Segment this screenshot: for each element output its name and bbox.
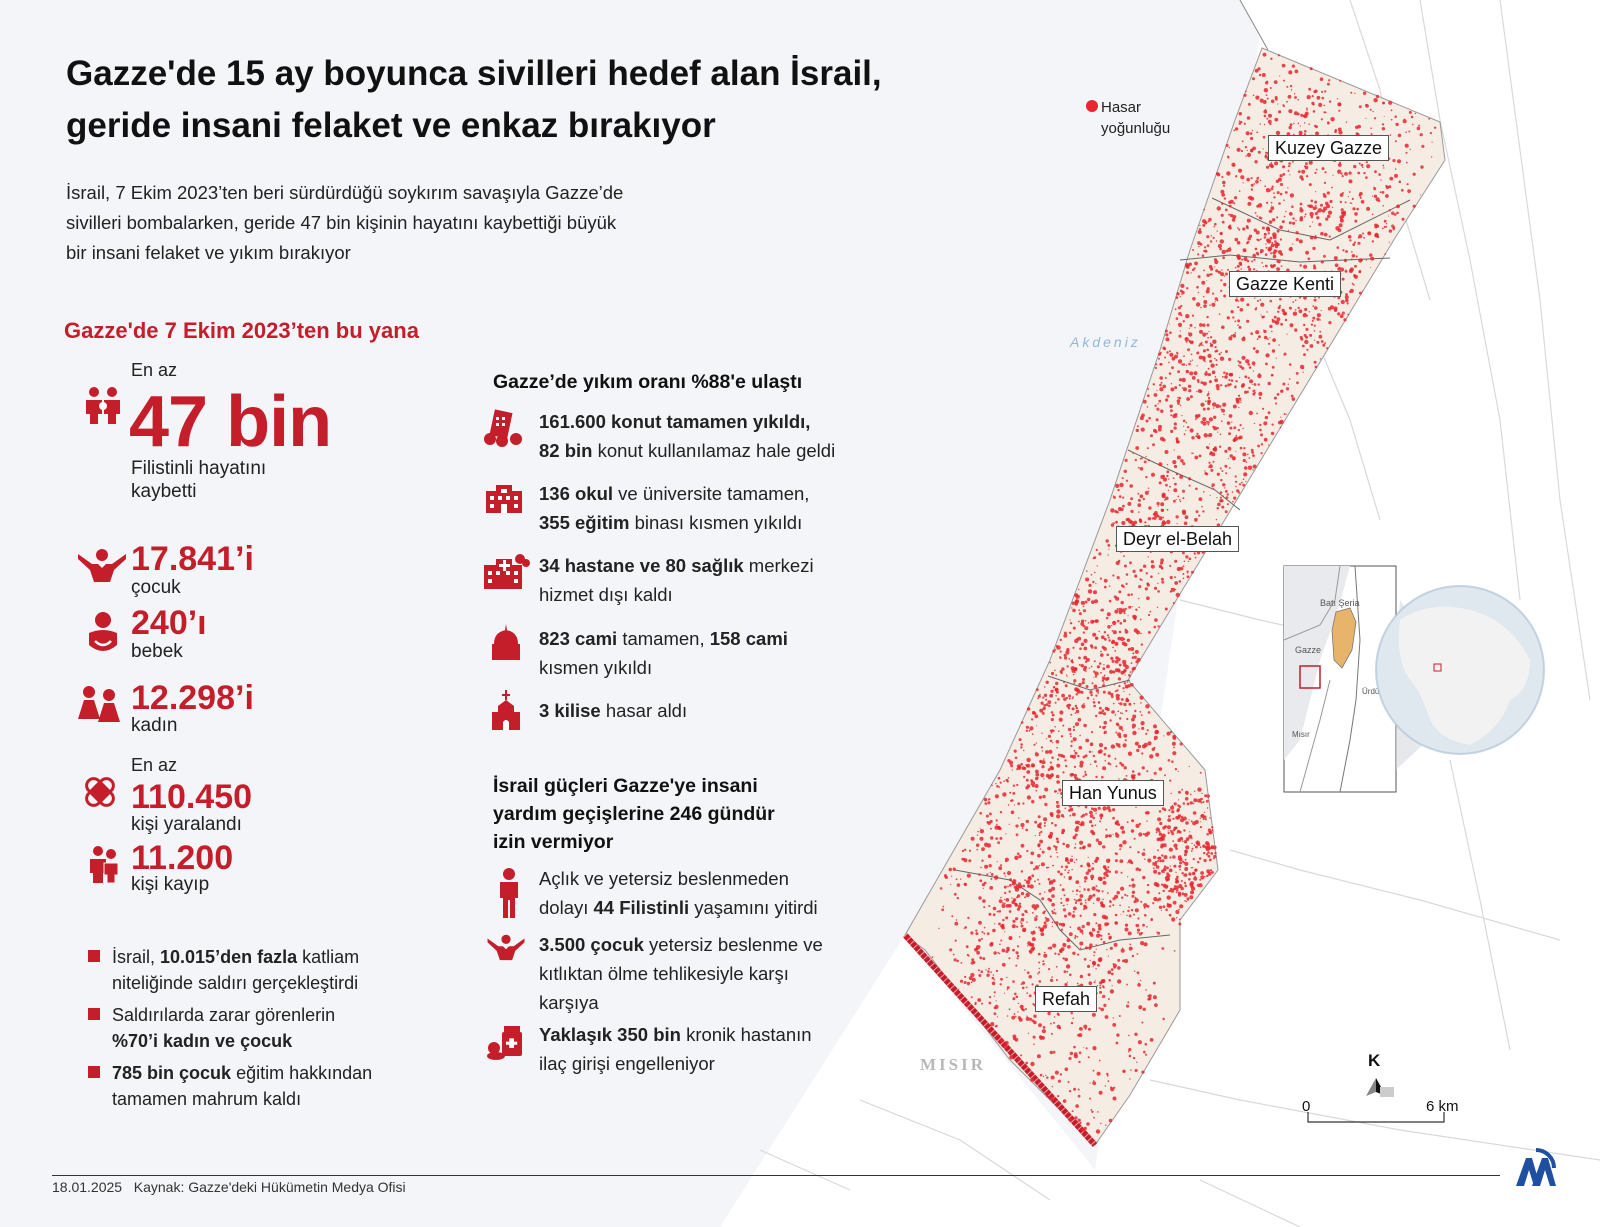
bandage-icon bbox=[85, 777, 115, 807]
women-label: kadın bbox=[131, 715, 178, 736]
children-label: çocuk bbox=[131, 577, 181, 598]
deaths-label-line: Filistinli hayatını bbox=[131, 458, 267, 479]
footer-divider bbox=[52, 1175, 1500, 1176]
injured-prefix: En az bbox=[131, 755, 178, 775]
intro-line: İsrail, 7 Ekim 2023’ten beri sürdürdüğü … bbox=[66, 182, 624, 203]
destruction-item-mosques: 823 cami tamamen, 158 cami kısmen yıkıldı bbox=[482, 624, 882, 682]
aid-item-starvation: Açlık ve yetersiz beslenmeden dolayı 44 F… bbox=[482, 864, 882, 922]
scale-start: 0 bbox=[1302, 1098, 1311, 1115]
sea-label: Akdeniz bbox=[1070, 334, 1141, 350]
aid-item-children: 3.500 çocuk yetersiz beslenme ve kıtlıkta… bbox=[482, 930, 882, 1017]
women-value: 12.298’i bbox=[131, 679, 254, 717]
injured-value: 110.450 bbox=[131, 778, 253, 816]
aa-logo-icon bbox=[1516, 1148, 1556, 1186]
footer-date: 18.01.2025 bbox=[52, 1179, 123, 1195]
injured-label: kişi yaralandı bbox=[131, 814, 242, 835]
missing-value: 11.200 bbox=[131, 839, 234, 877]
bullet-item: İsrail, 10.015’den fazla katliam niteliği… bbox=[88, 944, 428, 996]
bullet-item: 785 bin çocuk eğitim hakkından tamamen ma… bbox=[88, 1060, 428, 1112]
north-arrow bbox=[1366, 1078, 1394, 1097]
collapsed-building-icon bbox=[484, 409, 522, 447]
page-title: Gazze'de 15 ay boyunca sivilleri hedef a… bbox=[66, 48, 966, 152]
medicine-icon bbox=[487, 1026, 522, 1060]
legend-line: Hasar bbox=[1101, 99, 1142, 116]
title-line-2: geride insani felaket ve enkaz bırakıyor bbox=[66, 106, 716, 145]
aid-title-line: İsrail güçleri Gazze'ye insani bbox=[493, 775, 758, 797]
intro-line: sivilleri bombalarken, geride 47 bin kiş… bbox=[66, 212, 617, 233]
egypt-label: MISIR bbox=[920, 1055, 987, 1074]
missing-label: kişi kayıp bbox=[131, 874, 210, 895]
hospital-icon bbox=[484, 554, 530, 589]
mosque-icon bbox=[492, 624, 520, 660]
children-value: 17.841’i bbox=[131, 540, 254, 578]
destruction-title: Gazze’de yıkım oranı %88'e ulaştı bbox=[493, 371, 803, 393]
destruction-item-hospitals: 34 hastane ve 80 sağlık merkezi hizmet dı… bbox=[482, 551, 882, 609]
bullet-square bbox=[88, 950, 100, 962]
deaths-label: Filistinli hayatını kaybetti bbox=[131, 457, 266, 503]
babies-label: bebek bbox=[131, 641, 183, 662]
person-icon bbox=[500, 868, 518, 918]
region-label-gaza-city: Gazze Kenti bbox=[1229, 271, 1342, 297]
destruction-item-churches: 3 kilise hasar aldı bbox=[482, 690, 882, 730]
scale-end: 6 km bbox=[1426, 1098, 1459, 1115]
missing-people-icon bbox=[90, 846, 119, 884]
footer-source: Kaynak: Gazze'deki Hükümetin Medya Ofisi bbox=[133, 1179, 406, 1195]
aid-title-line: yardım geçişlerine 246 gündür bbox=[493, 803, 775, 825]
baby-icon bbox=[89, 612, 117, 651]
region-label-deir-al-balah: Deyr el-Belah bbox=[1116, 526, 1240, 552]
svg-text:Ürdün: Ürdün bbox=[1362, 687, 1384, 696]
north-label: K bbox=[1368, 1051, 1381, 1070]
bullet-square bbox=[88, 1008, 100, 1020]
svg-text:Mısır: Mısır bbox=[1292, 730, 1310, 739]
map-legend: Hasar yoğunluğu bbox=[1101, 97, 1170, 139]
bullet-square bbox=[88, 1066, 100, 1078]
destruction-item-schools: 136 okul ve üniversite tamamen, 355 eğiti… bbox=[482, 479, 882, 537]
region-label-north-gaza: Kuzey Gazze bbox=[1268, 135, 1390, 161]
deaths-prefix: En az bbox=[131, 360, 178, 380]
region-label-khan-yunis: Han Yunus bbox=[1062, 780, 1164, 806]
aid-title-line: izin vermiyor bbox=[493, 831, 614, 853]
svg-text:Gazze: Gazze bbox=[1295, 645, 1321, 655]
family-icon bbox=[86, 387, 120, 424]
school-icon bbox=[486, 485, 522, 513]
babies-value: 240’ı bbox=[131, 604, 207, 642]
section-title: Gazze'de 7 Ekim 2023’ten bu yana bbox=[64, 318, 419, 343]
svg-text:Batı Şeria: Batı Şeria bbox=[1320, 598, 1360, 608]
deaths-value: 47 bin bbox=[129, 382, 332, 462]
children-icon bbox=[487, 934, 525, 961]
bullet-item: Saldırılarda zarar görenlerin %70’i kadın… bbox=[88, 1002, 428, 1054]
legend-dot bbox=[1086, 100, 1098, 112]
inset-locator-map: Batı Şeria Gazze Ürdün Mısır bbox=[1283, 565, 1545, 793]
footer: 18.01.2025 Kaynak: Gazze'deki Hükümetin … bbox=[52, 1179, 406, 1195]
intro-paragraph: İsrail, 7 Ekim 2023’ten beri sürdürdüğü … bbox=[66, 178, 706, 268]
women-icon bbox=[78, 686, 120, 722]
aid-item-medicine: Yaklaşık 350 bin kronik hastanın ilaç gir… bbox=[482, 1020, 882, 1078]
legend-line: yoğunluğu bbox=[1101, 120, 1171, 137]
region-label-rafah: Refah bbox=[1035, 986, 1098, 1012]
intro-line: bir insani felaket ve yıkım bırakıyor bbox=[66, 242, 351, 263]
title-line-1: Gazze'de 15 ay boyunca sivilleri hedef a… bbox=[66, 54, 882, 93]
children-icon bbox=[78, 549, 126, 582]
deaths-label-line: kaybetti bbox=[131, 481, 197, 502]
church-icon bbox=[492, 690, 520, 730]
aid-title: İsrail güçleri Gazze'ye insani yardım ge… bbox=[493, 772, 775, 856]
destruction-item-housing: 161.600 konut tamamen yıkıldı, 82 bin kon… bbox=[482, 407, 882, 465]
